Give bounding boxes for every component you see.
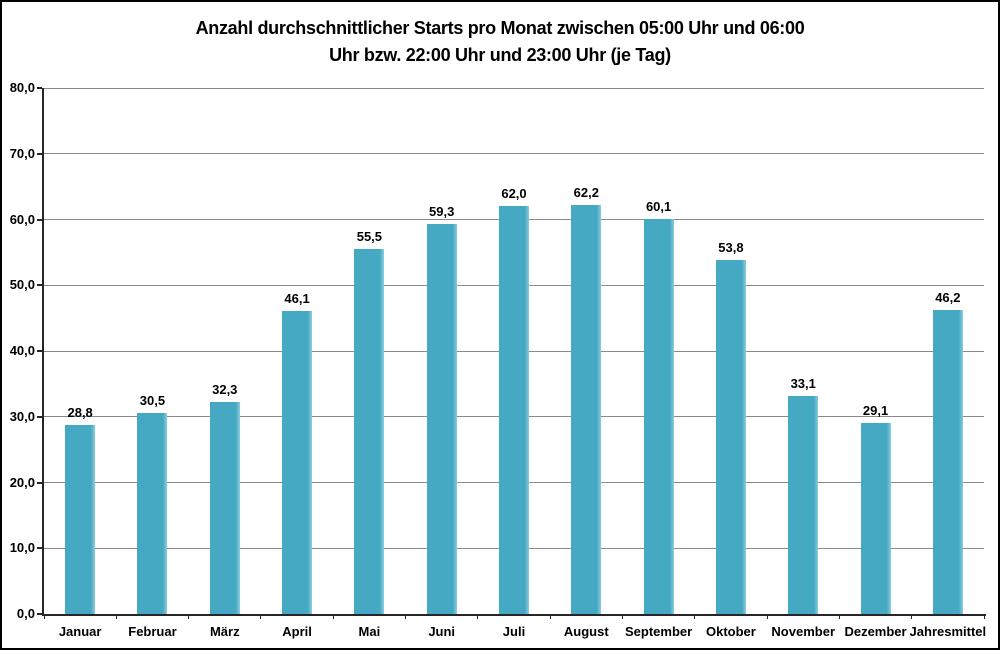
bar-august <box>571 205 602 614</box>
x-axis-tick <box>405 614 407 619</box>
y-axis-tick <box>37 87 42 89</box>
x-axis-tick <box>260 614 262 619</box>
x-axis <box>42 614 986 616</box>
bar-value-label: 60,1 <box>645 198 672 214</box>
x-axis-tick <box>621 614 623 619</box>
bar-november <box>788 396 819 614</box>
y-axis-label: 10,0 <box>9 540 35 556</box>
bar-januar <box>65 424 96 614</box>
y-axis-label: 60,0 <box>9 211 35 227</box>
x-axis-label: September <box>625 624 693 639</box>
y-axis-tick <box>37 547 42 550</box>
y-axis-tick <box>37 481 42 484</box>
bar-value-label: 59,3 <box>429 204 455 220</box>
x-axis-label: Juni <box>428 624 456 639</box>
bar-value-label: 53,8 <box>718 240 744 256</box>
x-axis-label: Jahresmittel <box>909 624 987 639</box>
y-axis-tick <box>37 350 42 352</box>
y-axis-tick <box>37 284 42 287</box>
y-axis-tick <box>37 218 42 221</box>
x-axis-tick <box>694 614 696 619</box>
chart-title-line-2: Uhr bzw. 22:00 Uhr und 23:00 Uhr (je Tag… <box>329 45 671 65</box>
chart-title: Anzahl durchschnittlicher Starts pro Mon… <box>2 15 998 69</box>
bar-april <box>282 310 313 614</box>
x-axis-label: Januar <box>58 624 102 639</box>
bar-juli <box>499 206 529 614</box>
bar-value-label: 46,2 <box>935 290 961 306</box>
x-axis-tick <box>332 614 334 619</box>
y-axis-label: 30,0 <box>9 408 35 424</box>
bar-value-label: 33,1 <box>790 376 816 392</box>
y-axis-label: 40,0 <box>9 343 35 358</box>
x-axis-tick <box>766 614 768 619</box>
x-axis-label: August <box>563 624 609 639</box>
x-axis-label: Juli <box>502 624 526 639</box>
gridline <box>44 87 984 89</box>
y-axis-label: 20,0 <box>9 474 35 490</box>
x-axis-label: Februar <box>128 624 177 639</box>
x-axis-label: Mai <box>358 624 381 639</box>
x-axis-tick <box>911 614 913 619</box>
x-axis-label: März <box>209 624 240 639</box>
x-axis-tick <box>983 614 985 619</box>
bar-september <box>643 218 674 614</box>
y-axis-label: 80,0 <box>9 80 35 95</box>
y-axis-label: 0,0 <box>16 606 35 621</box>
gridline <box>44 153 984 155</box>
plot-area: 0,0 10,0 20,0 30,0 40,0 50,0 60,0 70,0 80,0 28,8 J… <box>10 80 986 639</box>
x-axis-tick <box>115 614 117 619</box>
bar-februar <box>137 413 168 614</box>
bar-juni <box>426 224 457 614</box>
x-axis-tick <box>43 614 45 619</box>
bar-value-label: 55,5 <box>356 229 383 245</box>
bar-value-label: 32,3 <box>212 381 238 397</box>
bar-mai <box>354 249 385 614</box>
x-axis-tick <box>477 614 479 619</box>
bar-oktober <box>715 260 746 614</box>
x-axis-tick <box>549 614 551 619</box>
y-axis-tick <box>37 152 42 155</box>
bar-dezember <box>860 422 891 614</box>
y-axis-tick <box>37 613 42 615</box>
x-axis-tick <box>838 614 840 619</box>
bar-value-label: 46,1 <box>284 290 310 306</box>
x-axis-tick <box>188 614 190 619</box>
bar-value-label: 28,8 <box>67 404 93 420</box>
x-axis-label: November <box>771 624 835 639</box>
bar-jahresmittel <box>932 310 963 614</box>
bar-value-label: 29,1 <box>862 402 889 418</box>
bar-value-label: 62,2 <box>573 185 599 201</box>
y-axis <box>42 88 44 614</box>
bar-value-label: 30,5 <box>139 393 166 409</box>
chart-title-line-1: Anzahl durchschnittlicher Starts pro Mon… <box>195 18 805 38</box>
x-axis-label: Dezember <box>844 624 907 639</box>
x-axis-label: Oktober <box>706 624 756 639</box>
bar-value-label: 62,0 <box>501 186 527 202</box>
bar-märz <box>209 401 240 614</box>
y-axis-label: 70,0 <box>9 145 35 161</box>
y-axis-label: 50,0 <box>9 277 35 293</box>
y-axis-tick <box>37 415 42 418</box>
x-axis-label: April <box>282 624 312 639</box>
